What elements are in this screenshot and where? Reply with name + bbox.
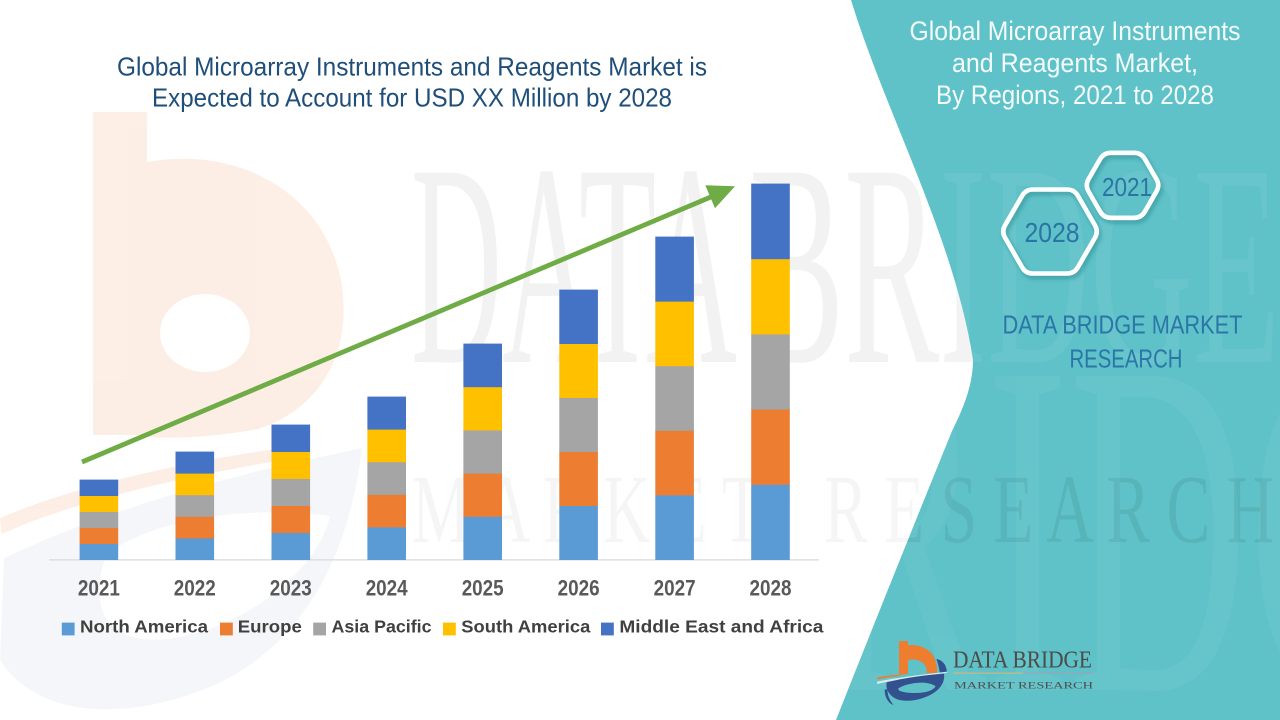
svg-text:Middle East and Africa: Middle East and Africa <box>619 617 823 637</box>
svg-text:2025: 2025 <box>462 576 504 601</box>
svg-text:2024: 2024 <box>366 576 409 601</box>
svg-text:2021: 2021 <box>1102 172 1152 202</box>
svg-text:2022: 2022 <box>174 576 216 601</box>
svg-text:MARKET RESEARCH: MARKET RESEARCH <box>954 681 1093 692</box>
svg-text:2028: 2028 <box>750 576 792 601</box>
svg-text:RESEARCH: RESEARCH <box>1070 344 1183 374</box>
svg-text:Global Microarray Instruments: Global Microarray Instruments <box>910 16 1241 46</box>
svg-text:Global Microarray Instruments: Global Microarray Instruments and Reagen… <box>117 52 707 82</box>
svg-text:By Regions, 2021 to 2028: By Regions, 2021 to 2028 <box>936 80 1214 110</box>
svg-text:2021: 2021 <box>78 576 120 601</box>
svg-text:2026: 2026 <box>558 576 600 601</box>
svg-text:DATA BRIDGE MARKET: DATA BRIDGE MARKET <box>1003 310 1243 340</box>
svg-text:DATA BRIDGE: DATA BRIDGE <box>953 648 1092 674</box>
svg-text:2028: 2028 <box>1025 217 1080 248</box>
svg-text:North America: North America <box>80 617 208 637</box>
svg-text:2027: 2027 <box>654 576 696 601</box>
svg-text:and Reagents Market,: and Reagents Market, <box>952 48 1198 78</box>
svg-text:Europe: Europe <box>238 617 302 637</box>
svg-text:Asia Pacific: Asia Pacific <box>332 617 432 637</box>
svg-text:2023: 2023 <box>270 576 312 601</box>
svg-text:South America: South America <box>461 617 590 637</box>
svg-text:Expected to Account for USD XX: Expected to Account for USD XX Million b… <box>152 83 672 113</box>
